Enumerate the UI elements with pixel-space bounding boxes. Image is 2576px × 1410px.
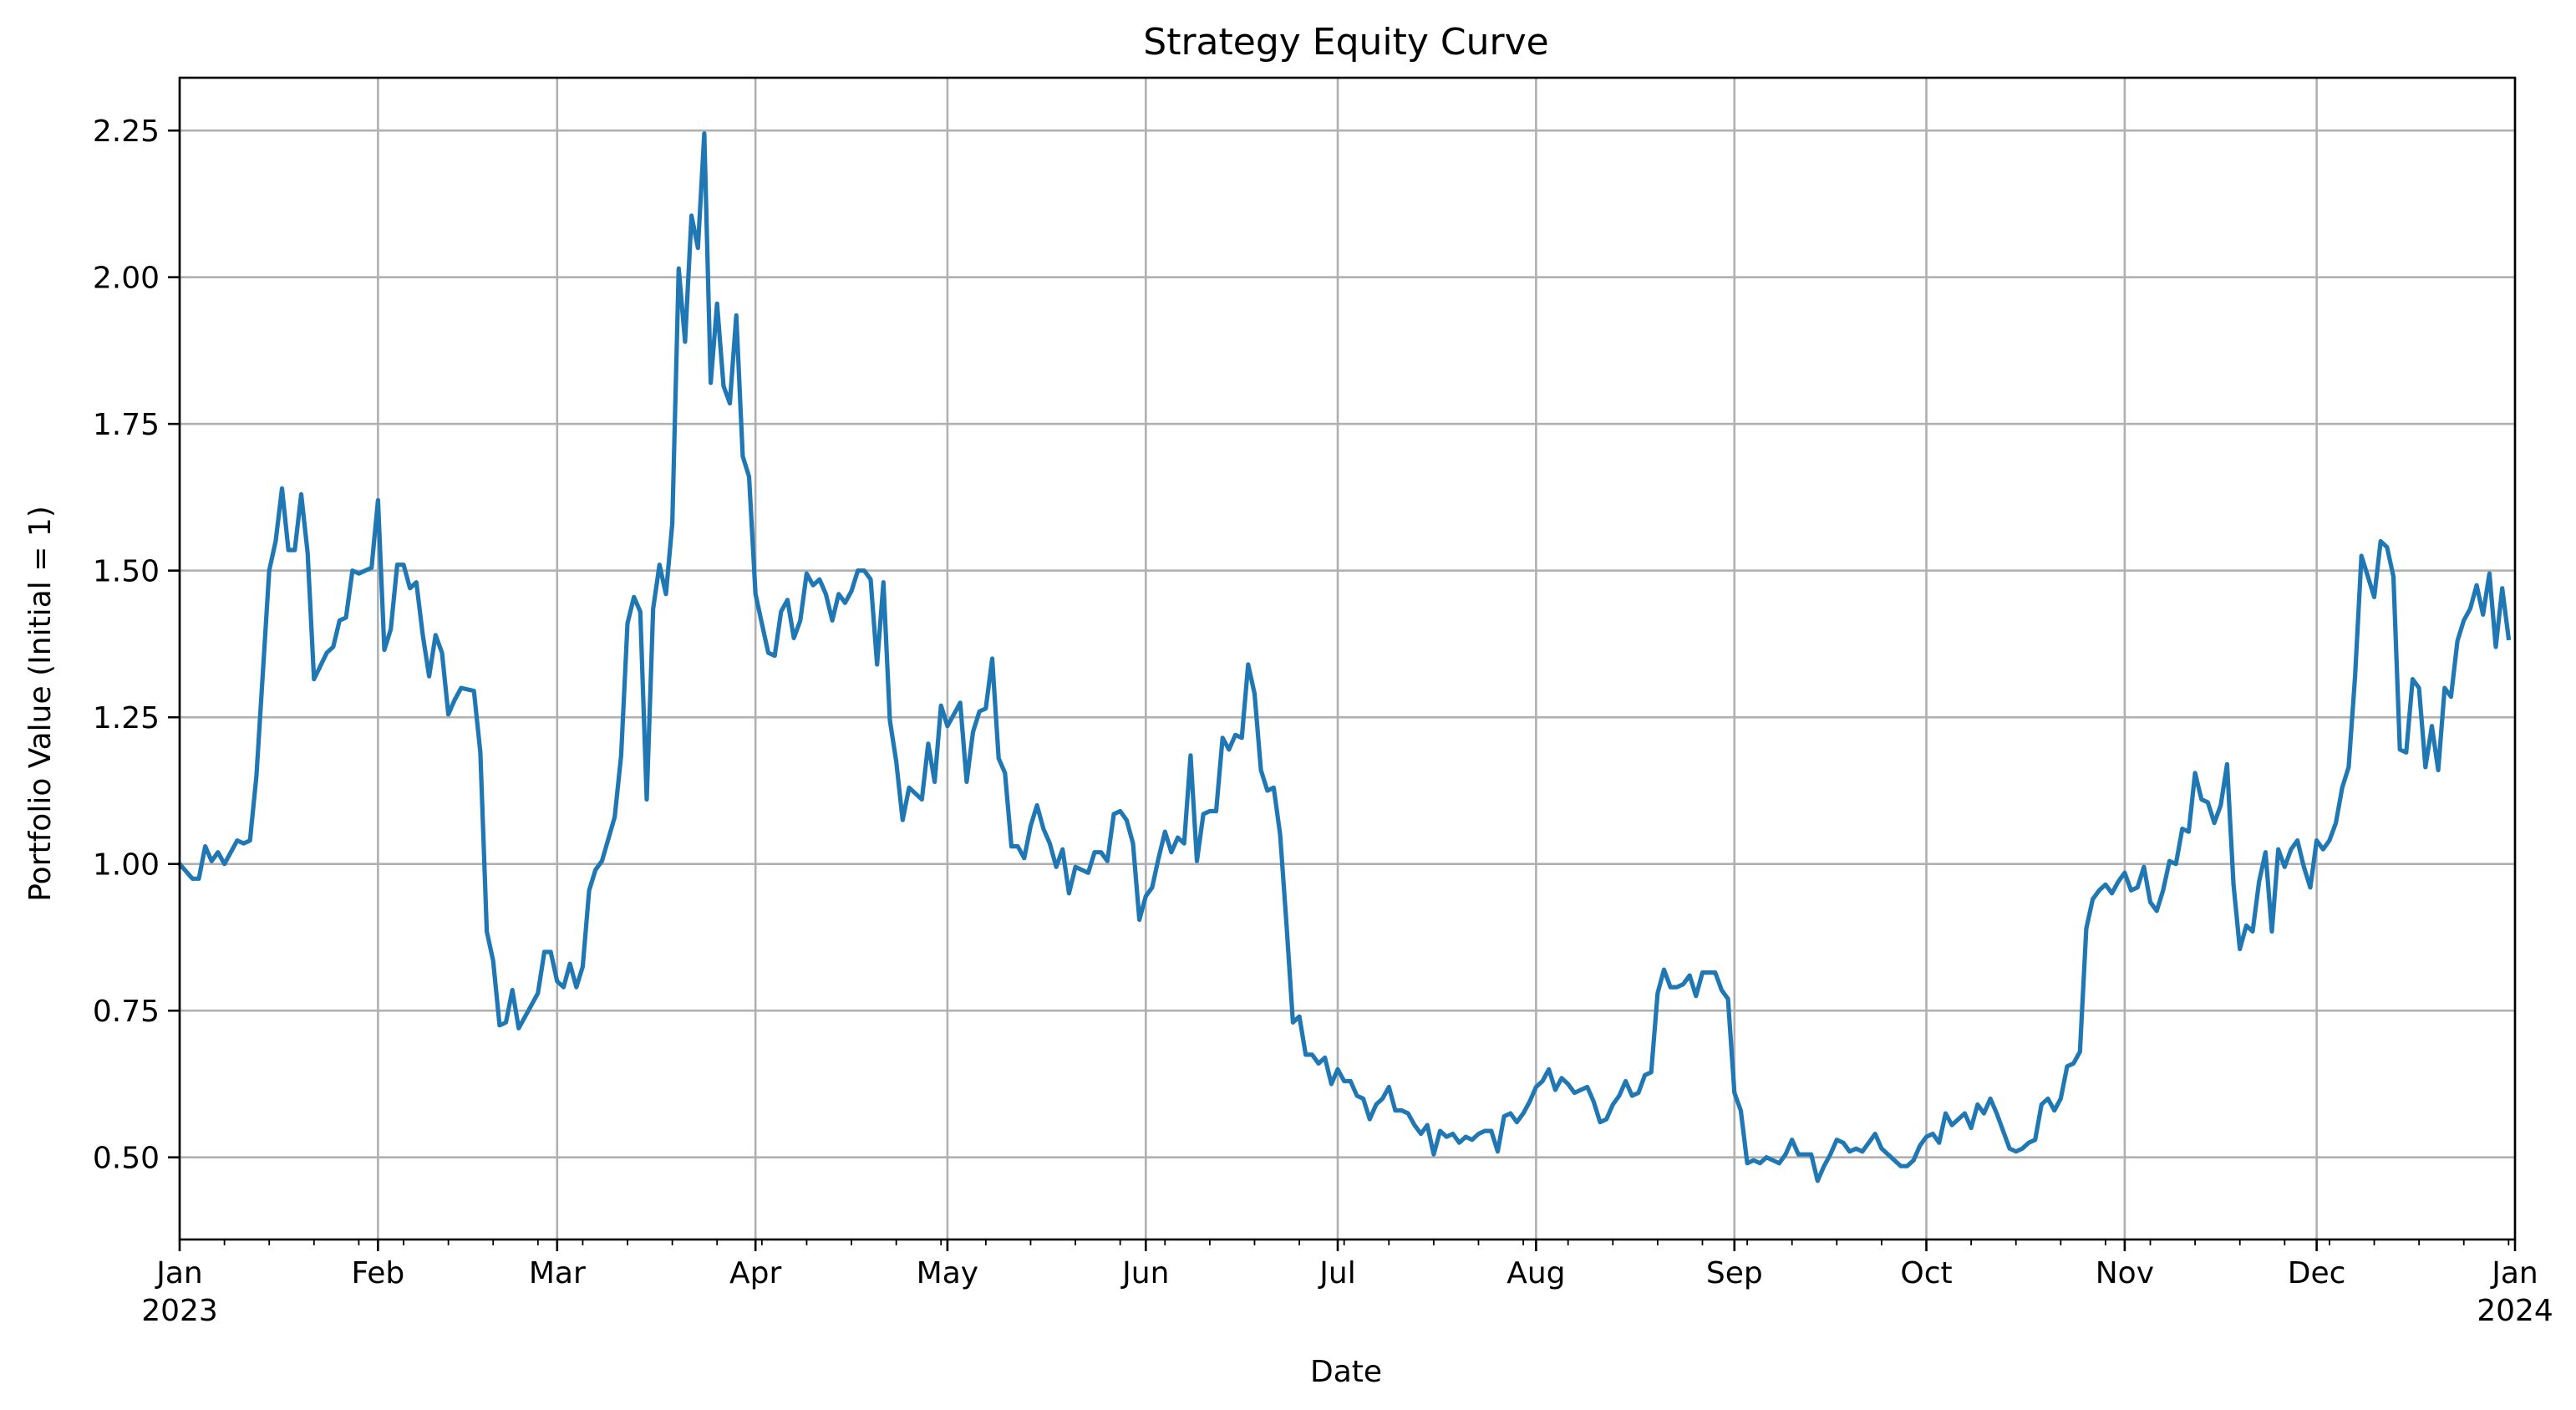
x-tick-year-label: 2023 bbox=[141, 1294, 218, 1328]
x-tick-label: May bbox=[917, 1256, 978, 1290]
x-tick-year-label: 2024 bbox=[2477, 1294, 2553, 1328]
x-tick-label: Mar bbox=[529, 1256, 586, 1290]
x-axis-label: Date bbox=[1310, 1355, 1382, 1389]
x-tick-label: Feb bbox=[352, 1256, 405, 1290]
x-tick-label: Jan bbox=[155, 1256, 203, 1290]
y-tick-label: 1.00 bbox=[93, 848, 160, 883]
tick-labels: Jan 2023 Feb Mar Apr May Jun Jul Aug Sep Oct Nov Dec… bbox=[93, 115, 2553, 1328]
x-tick-label: Oct bbox=[1900, 1256, 1952, 1290]
x-tick-label: Apr bbox=[729, 1256, 781, 1290]
x-tick-label: Sep bbox=[1706, 1256, 1763, 1290]
y-tick-label: 1.25 bbox=[93, 701, 160, 736]
plot-frame bbox=[178, 76, 2517, 1241]
y-tick-label: 2.00 bbox=[93, 262, 160, 296]
chart-title: Strategy Equity Curve bbox=[1143, 21, 1548, 64]
y-axis-label: Portfolio Value (Initial = 1) bbox=[23, 506, 58, 902]
x-tick-label: Nov bbox=[2096, 1256, 2154, 1290]
x-tick-label: Jun bbox=[1120, 1256, 1169, 1290]
x-tick-label: Aug bbox=[1506, 1256, 1565, 1290]
axis-ticks bbox=[168, 129, 2517, 1251]
equity-series-line bbox=[176, 131, 2512, 1183]
series-layer bbox=[176, 131, 2512, 1183]
y-tick-label: 0.75 bbox=[93, 995, 160, 1029]
y-tick-label: 0.50 bbox=[93, 1142, 160, 1176]
y-tick-label: 1.50 bbox=[93, 555, 160, 589]
x-tick-label: Dec bbox=[2288, 1256, 2346, 1290]
y-tick-label: 2.25 bbox=[93, 115, 160, 149]
x-tick-label: Jan bbox=[2490, 1256, 2538, 1290]
y-tick-label: 1.75 bbox=[93, 408, 160, 442]
x-tick-label: Jul bbox=[1318, 1256, 1355, 1290]
